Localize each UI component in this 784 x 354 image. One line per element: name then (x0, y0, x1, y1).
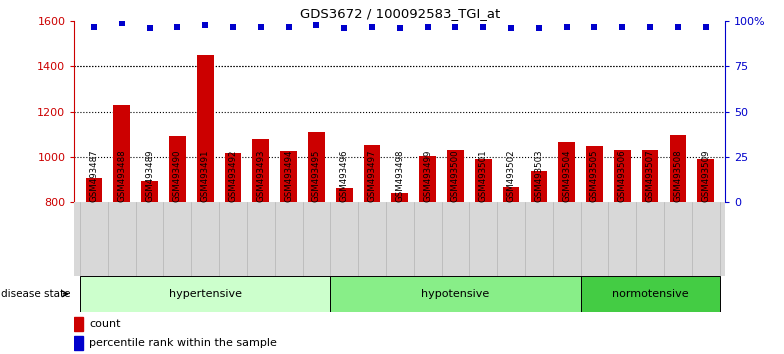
Bar (80, 276, 330, 312)
Text: normotensive: normotensive (612, 289, 688, 299)
Point (115, 20, 128, 26)
Title: GDS3672 / 100092583_TGI_at: GDS3672 / 100092583_TGI_at (299, 7, 500, 20)
Bar (330, 276, 581, 312)
Point (227, 24, 239, 29)
Bar (419, 155, 436, 202)
Bar (280, 151, 297, 202)
Bar (169, 136, 186, 202)
Point (672, 24, 684, 29)
Bar (586, 147, 603, 202)
Point (282, 24, 295, 29)
Point (588, 24, 601, 29)
Bar (308, 132, 325, 202)
Bar (225, 153, 241, 202)
Point (421, 24, 434, 29)
Point (449, 24, 462, 29)
Bar (74, 336, 82, 350)
Bar (114, 105, 130, 202)
Point (394, 25, 406, 31)
Text: hypotensive: hypotensive (421, 289, 489, 299)
Text: hypertensive: hypertensive (169, 289, 241, 299)
Point (505, 25, 517, 31)
Point (616, 24, 629, 29)
Point (143, 25, 156, 31)
Point (310, 22, 323, 28)
Bar (503, 187, 520, 202)
Bar (670, 135, 686, 202)
Bar (85, 178, 102, 202)
Bar (475, 159, 492, 202)
Bar (558, 142, 575, 202)
Bar (581, 276, 720, 312)
Point (338, 25, 350, 31)
Bar (141, 181, 158, 202)
Bar (642, 150, 659, 202)
Point (644, 24, 656, 29)
Point (255, 24, 267, 29)
Bar (336, 188, 353, 202)
Bar (698, 159, 714, 202)
Bar (364, 145, 380, 202)
Point (532, 25, 545, 31)
Point (88, 24, 100, 29)
Point (699, 24, 712, 29)
Bar (197, 55, 213, 202)
Point (477, 24, 489, 29)
Bar (614, 150, 630, 202)
Point (199, 22, 212, 28)
Text: count: count (89, 319, 121, 329)
Point (561, 24, 573, 29)
Text: percentile rank within the sample: percentile rank within the sample (89, 338, 277, 348)
Bar (74, 317, 82, 331)
Bar (252, 139, 269, 202)
Bar (391, 193, 408, 202)
Point (366, 24, 379, 29)
Bar (531, 171, 547, 202)
Text: disease state: disease state (1, 289, 71, 299)
Point (171, 24, 183, 29)
Bar (447, 150, 464, 202)
